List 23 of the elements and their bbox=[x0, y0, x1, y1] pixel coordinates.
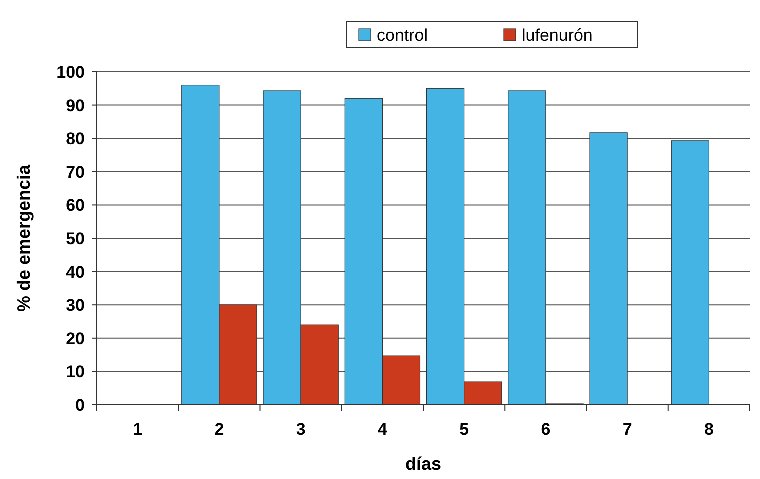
legend-label: control bbox=[377, 26, 428, 45]
y-tick-label: 60 bbox=[66, 196, 85, 216]
x-tick-label: 1 bbox=[133, 420, 143, 439]
y-tick-label: 40 bbox=[66, 262, 85, 282]
x-tick-label: 2 bbox=[214, 420, 224, 439]
x-tick-label: 7 bbox=[622, 420, 632, 439]
y-tick-label: 50 bbox=[66, 229, 85, 248]
y-axis-title: % de emergencia bbox=[14, 164, 34, 312]
x-tick-label: 6 bbox=[541, 420, 551, 439]
y-tick-label: 90 bbox=[66, 96, 85, 116]
y-tick-label: 100 bbox=[56, 62, 85, 82]
x-tick-label: 8 bbox=[704, 420, 714, 439]
legend-label: lufenurón bbox=[522, 26, 593, 45]
y-tick-label: 70 bbox=[66, 162, 85, 182]
x-tick-label: 3 bbox=[296, 420, 306, 439]
y-tick-label: 20 bbox=[66, 329, 85, 348]
y-tick-label: 80 bbox=[66, 130, 85, 149]
x-tick-label: 4 bbox=[378, 420, 388, 439]
x-axis-title: días bbox=[405, 454, 442, 474]
y-tick-label: 10 bbox=[66, 362, 85, 382]
x-tick-label: 5 bbox=[460, 420, 470, 439]
y-tick-label: 30 bbox=[66, 296, 85, 316]
y-tick-label: 0 bbox=[76, 396, 85, 415]
